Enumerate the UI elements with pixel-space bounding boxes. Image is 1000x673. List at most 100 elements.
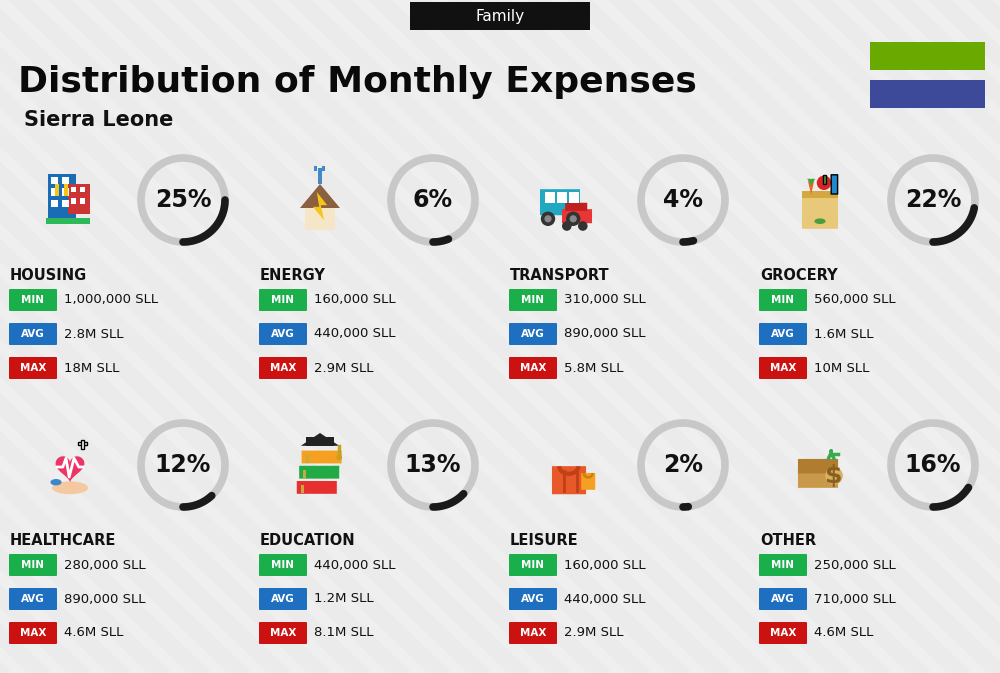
- Text: 10M SLL: 10M SLL: [814, 361, 869, 374]
- FancyBboxPatch shape: [759, 323, 807, 345]
- FancyBboxPatch shape: [318, 168, 322, 184]
- FancyBboxPatch shape: [259, 289, 307, 311]
- Circle shape: [817, 176, 831, 190]
- Text: MIN: MIN: [772, 560, 794, 570]
- Text: 2%: 2%: [663, 453, 703, 477]
- FancyBboxPatch shape: [798, 459, 838, 473]
- FancyBboxPatch shape: [557, 192, 567, 203]
- Text: LEISURE: LEISURE: [510, 533, 579, 548]
- Text: 4.6M SLL: 4.6M SLL: [64, 627, 123, 639]
- Text: 1.6M SLL: 1.6M SLL: [814, 328, 874, 341]
- FancyBboxPatch shape: [306, 437, 334, 446]
- Text: 440,000 SLL: 440,000 SLL: [314, 559, 396, 571]
- FancyBboxPatch shape: [299, 466, 339, 479]
- Text: 4%: 4%: [663, 188, 703, 212]
- Text: 440,000 SLL: 440,000 SLL: [564, 592, 646, 606]
- Text: AVG: AVG: [21, 594, 45, 604]
- Text: AVG: AVG: [771, 329, 795, 339]
- Text: 160,000 SLL: 160,000 SLL: [564, 559, 646, 571]
- FancyBboxPatch shape: [569, 192, 579, 203]
- FancyBboxPatch shape: [870, 42, 985, 70]
- Text: MIN: MIN: [22, 295, 44, 305]
- Text: MAX: MAX: [270, 628, 296, 638]
- FancyBboxPatch shape: [259, 588, 307, 610]
- Text: 4.6M SLL: 4.6M SLL: [814, 627, 873, 639]
- Circle shape: [544, 215, 552, 222]
- Circle shape: [562, 221, 572, 231]
- Text: 12%: 12%: [155, 453, 211, 477]
- Circle shape: [336, 454, 342, 460]
- FancyBboxPatch shape: [68, 184, 90, 214]
- FancyBboxPatch shape: [64, 184, 68, 196]
- Ellipse shape: [814, 219, 826, 224]
- FancyBboxPatch shape: [552, 466, 586, 494]
- Text: 2.9M SLL: 2.9M SLL: [564, 627, 624, 639]
- FancyBboxPatch shape: [410, 2, 590, 30]
- Text: MIN: MIN: [772, 295, 794, 305]
- FancyBboxPatch shape: [51, 188, 58, 196]
- FancyBboxPatch shape: [51, 177, 58, 184]
- Text: MIN: MIN: [522, 295, 544, 305]
- Circle shape: [570, 215, 577, 222]
- Text: AVG: AVG: [271, 329, 295, 339]
- FancyBboxPatch shape: [80, 187, 85, 192]
- Text: 13%: 13%: [405, 453, 461, 477]
- FancyBboxPatch shape: [306, 454, 309, 462]
- Ellipse shape: [50, 479, 62, 485]
- Text: MIN: MIN: [272, 560, 294, 570]
- Text: 710,000 SLL: 710,000 SLL: [814, 592, 896, 606]
- Text: 890,000 SLL: 890,000 SLL: [564, 328, 646, 341]
- Text: 2.9M SLL: 2.9M SLL: [314, 361, 374, 374]
- FancyBboxPatch shape: [509, 357, 557, 379]
- Circle shape: [541, 211, 555, 226]
- Text: 22%: 22%: [905, 188, 961, 212]
- Text: AVG: AVG: [771, 594, 795, 604]
- FancyBboxPatch shape: [62, 188, 69, 196]
- FancyBboxPatch shape: [509, 588, 557, 610]
- FancyBboxPatch shape: [78, 442, 87, 446]
- FancyBboxPatch shape: [322, 166, 325, 171]
- Text: MIN: MIN: [522, 560, 544, 570]
- FancyBboxPatch shape: [870, 80, 985, 108]
- FancyBboxPatch shape: [62, 177, 69, 184]
- Polygon shape: [300, 184, 340, 208]
- Text: Family: Family: [475, 9, 525, 24]
- Text: $: $: [825, 464, 843, 488]
- FancyBboxPatch shape: [759, 622, 807, 644]
- FancyBboxPatch shape: [9, 323, 57, 345]
- FancyBboxPatch shape: [302, 451, 342, 464]
- FancyBboxPatch shape: [509, 554, 557, 576]
- Text: MAX: MAX: [20, 363, 46, 373]
- Polygon shape: [808, 181, 814, 194]
- FancyBboxPatch shape: [798, 459, 838, 488]
- Circle shape: [825, 467, 843, 485]
- Polygon shape: [56, 456, 84, 483]
- FancyBboxPatch shape: [823, 175, 826, 184]
- Text: 2.8M SLL: 2.8M SLL: [64, 328, 124, 341]
- FancyBboxPatch shape: [831, 175, 838, 194]
- FancyBboxPatch shape: [259, 357, 307, 379]
- Text: 440,000 SLL: 440,000 SLL: [314, 328, 396, 341]
- FancyBboxPatch shape: [46, 218, 90, 224]
- Text: 310,000 SLL: 310,000 SLL: [564, 293, 646, 306]
- Text: 25%: 25%: [155, 188, 211, 212]
- FancyBboxPatch shape: [9, 588, 57, 610]
- Text: Distribution of Monthly Expenses: Distribution of Monthly Expenses: [18, 65, 697, 99]
- Text: 8.1M SLL: 8.1M SLL: [314, 627, 374, 639]
- Text: 1,000,000 SLL: 1,000,000 SLL: [64, 293, 158, 306]
- Polygon shape: [313, 192, 327, 220]
- Text: MAX: MAX: [520, 628, 546, 638]
- Text: 5.8M SLL: 5.8M SLL: [564, 361, 624, 374]
- FancyBboxPatch shape: [51, 200, 58, 207]
- Text: MIN: MIN: [272, 295, 294, 305]
- FancyBboxPatch shape: [62, 200, 69, 207]
- FancyBboxPatch shape: [9, 289, 57, 311]
- FancyBboxPatch shape: [759, 289, 807, 311]
- FancyBboxPatch shape: [259, 622, 307, 644]
- Text: 6%: 6%: [413, 188, 453, 212]
- FancyBboxPatch shape: [509, 622, 557, 644]
- Text: GROCERY: GROCERY: [760, 268, 838, 283]
- Text: 560,000 SLL: 560,000 SLL: [814, 293, 896, 306]
- Text: 1.2M SLL: 1.2M SLL: [314, 592, 374, 606]
- FancyBboxPatch shape: [581, 473, 595, 490]
